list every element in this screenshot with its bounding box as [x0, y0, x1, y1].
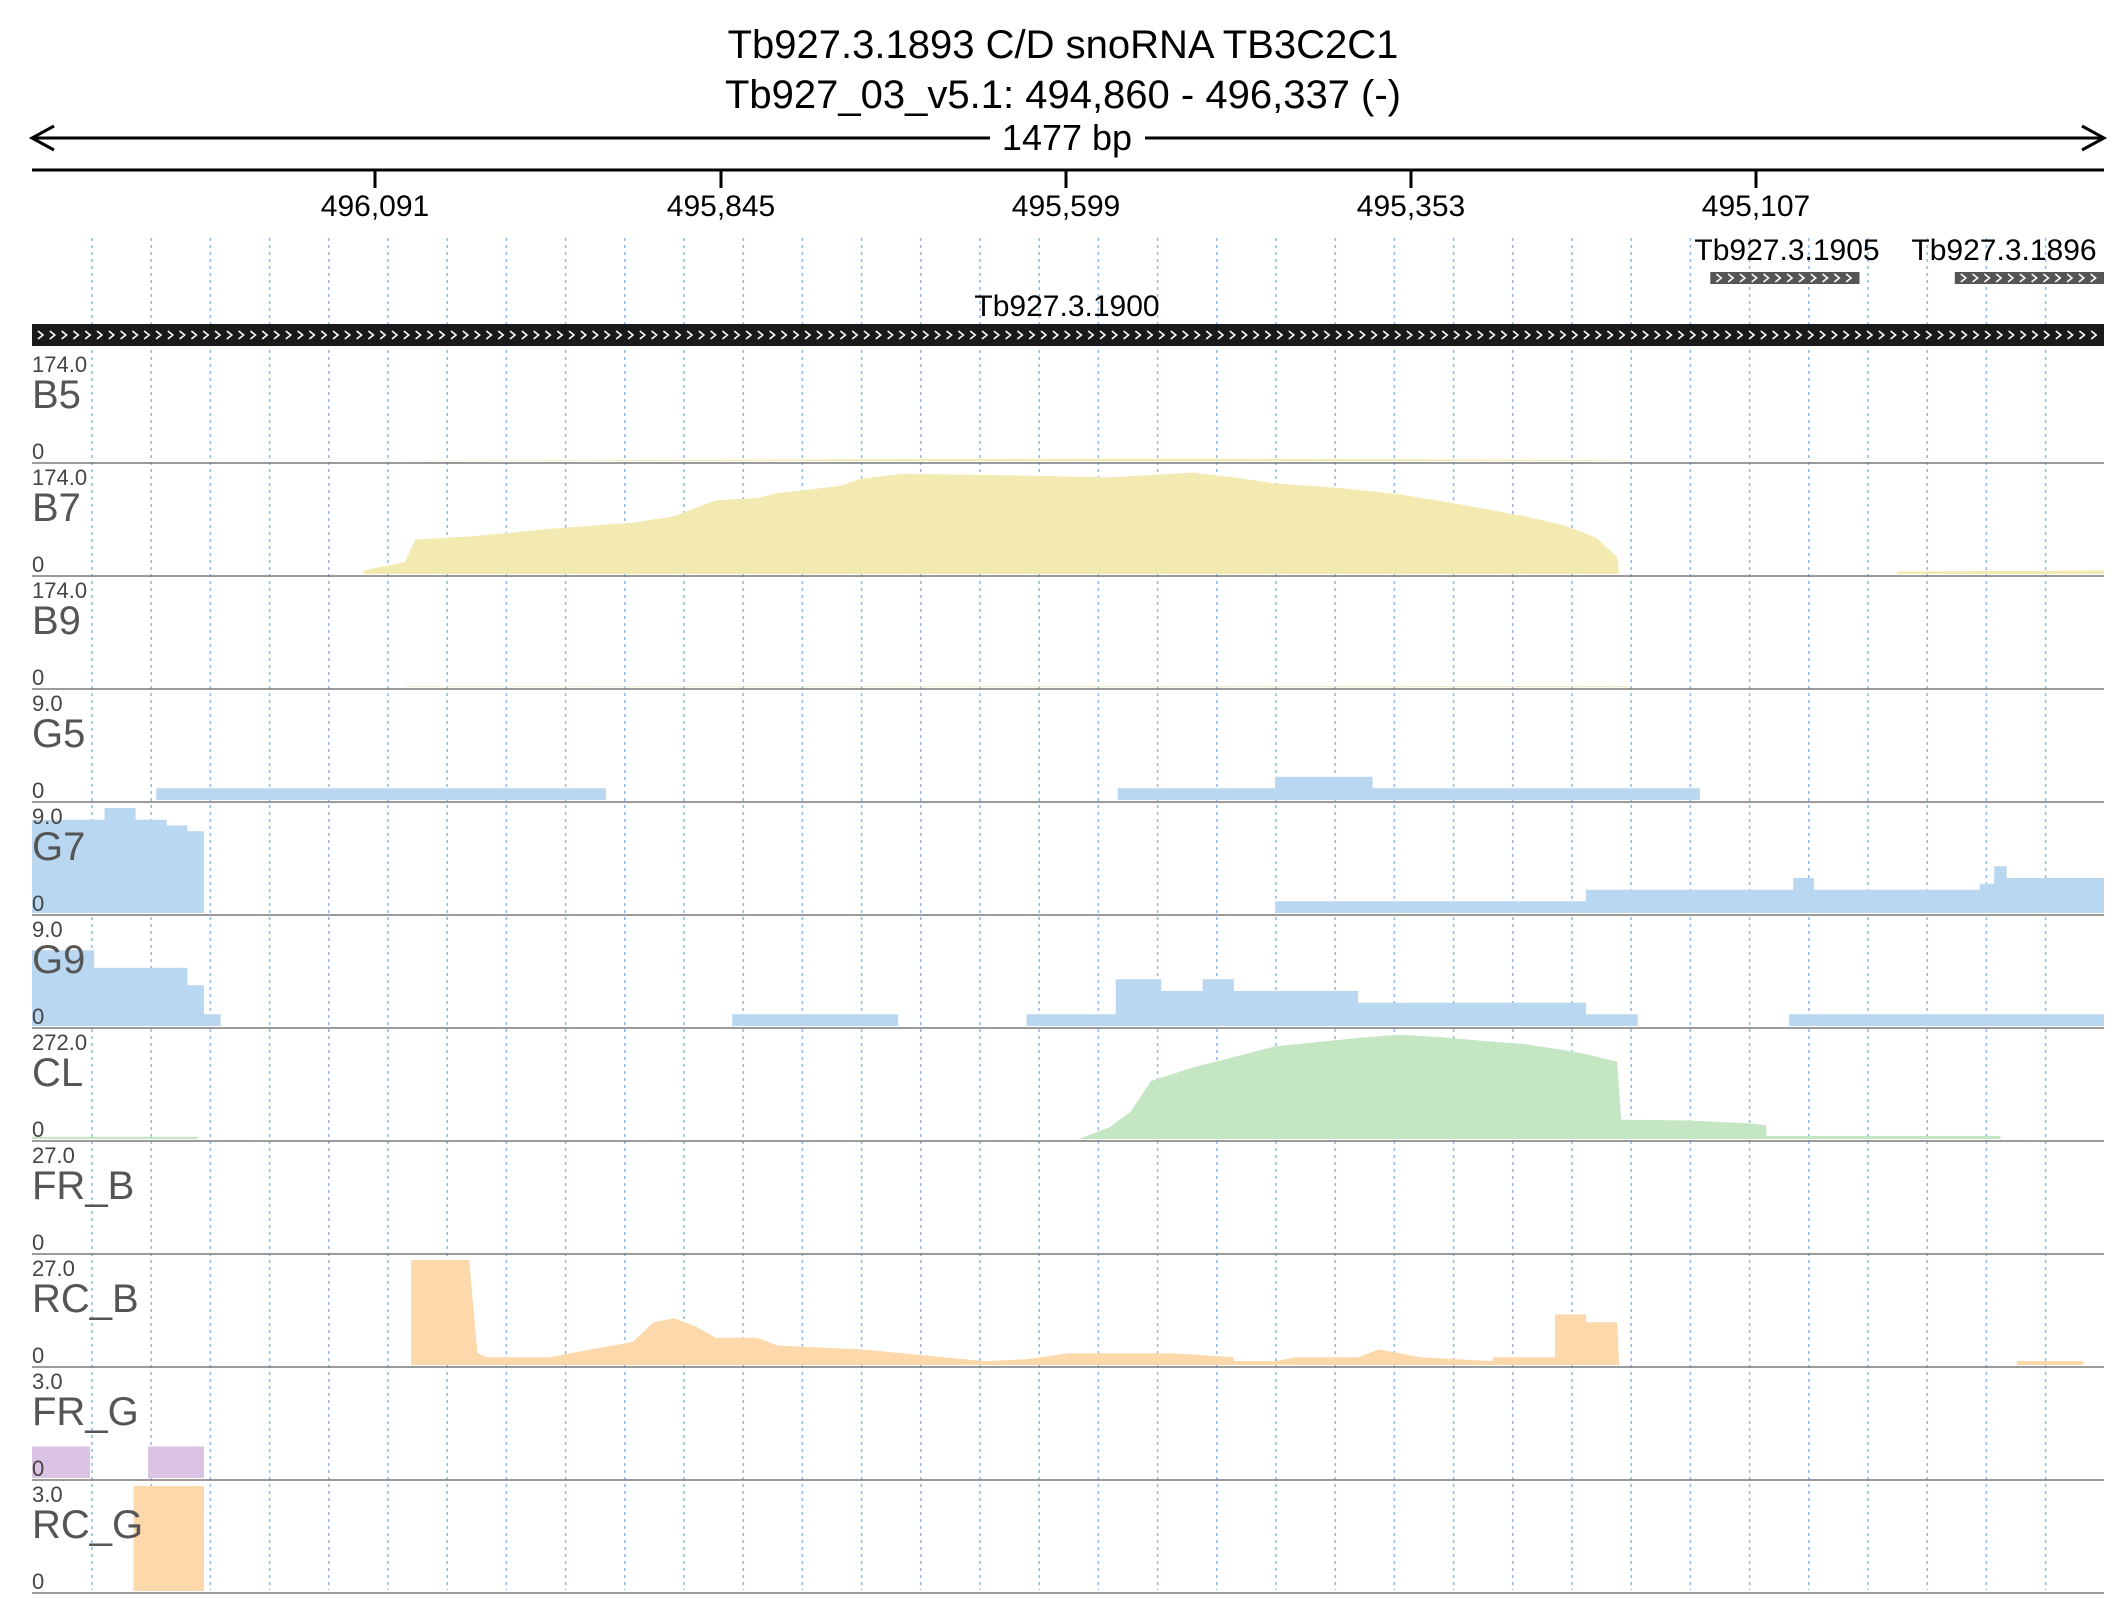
- track-g9: 9.0G9 0: [32, 917, 2104, 1029]
- track-fr-b: 27.0FR_B 0: [32, 1143, 2104, 1255]
- coverage-tracks: 174.0B50174.0B70174.0B909.0G509.0G709.0G…: [32, 352, 2104, 1594]
- gene-feature: Tb927.3.1905: [1694, 234, 1880, 284]
- coordinate-ruler: 496,091 495,845 495,599 495,353 495,107: [32, 168, 2104, 223]
- gene-feature: Tb927.3.1900: [32, 290, 2104, 346]
- track-name-label: G5: [32, 712, 85, 756]
- track-max-label: 174.0: [32, 465, 87, 490]
- track-max-label: 9.0: [32, 691, 63, 716]
- track-rc-b: 27.0RC_B 0: [32, 1256, 2104, 1368]
- gene-label: Tb927.3.1900: [974, 290, 1159, 323]
- span-arrow-left-icon: [28, 124, 55, 152]
- gene-label: Tb927.3.1896: [1911, 234, 2096, 267]
- track-min-label: 0: [32, 552, 44, 577]
- track-min-label: 0: [32, 1117, 44, 1142]
- track-name-label: B9: [32, 599, 81, 643]
- coverage-area: [156, 776, 1700, 800]
- coverage-area: [133, 1486, 204, 1591]
- track-max-label: 9.0: [32, 804, 63, 829]
- track-min-label: 0: [32, 1004, 44, 1029]
- track-max-label: 9.0: [32, 917, 63, 942]
- locus-coordinates: Tb927_03_v5.1: 494,860 - 496,337 (-): [725, 73, 1401, 117]
- vertical-grid-lines: [91, 238, 2047, 1590]
- track-max-label: 174.0: [32, 578, 87, 603]
- ruler-tick-label: 495,353: [1357, 190, 1465, 223]
- gene-bar: [1954, 272, 2104, 284]
- track-b7: 174.0B7 0: [32, 465, 2104, 577]
- track-name-label: G7: [32, 825, 85, 869]
- coverage-area: [405, 458, 1628, 461]
- track-max-label: 174.0: [32, 352, 87, 377]
- track-name-label: B7: [32, 486, 81, 530]
- track-min-label: 0: [32, 1456, 44, 1481]
- span-indicator: 1477 bp: [28, 117, 2108, 158]
- ruler-tick-label: 495,107: [1702, 190, 1810, 223]
- gene-bar: [32, 324, 2104, 346]
- track-min-label: 0: [32, 778, 44, 803]
- coverage-area: [32, 1034, 2001, 1139]
- track-g7: 9.0G7 0: [32, 804, 2104, 916]
- track-b5: 174.0B5 0: [32, 352, 2104, 464]
- coverage-area: [405, 686, 1628, 687]
- ruler-tick-label: 495,845: [667, 190, 775, 223]
- gene-annotation-track: Tb927.3.1900 Tb927.3.1905 Tb927.3.1896: [32, 234, 2104, 346]
- strand-arrows-icon: [1715, 273, 1853, 283]
- track-name-label: FR_B: [32, 1164, 134, 1208]
- track-max-label: 27.0: [32, 1256, 75, 1281]
- span-label: 1477 bp: [1002, 117, 1132, 158]
- track-max-label: 272.0: [32, 1030, 87, 1055]
- gene-bar: [1710, 272, 1860, 284]
- ruler-tick-label: 496,091: [321, 190, 429, 223]
- track-name-label: CL: [32, 1051, 83, 1095]
- track-min-label: 0: [32, 891, 44, 916]
- track-max-label: 3.0: [32, 1482, 63, 1507]
- coverage-area: [411, 1260, 2084, 1365]
- gene-feature: Tb927.3.1896: [1911, 234, 2104, 284]
- track-name-label: B5: [32, 373, 81, 417]
- track-rc-g: 3.0RC_G 0: [32, 1482, 2104, 1594]
- track-max-label: 3.0: [32, 1369, 63, 1394]
- track-name-label: RC_G: [32, 1503, 143, 1547]
- track-b9: 174.0B9 0: [32, 578, 2104, 690]
- strand-arrows-icon: [1960, 273, 2097, 283]
- strand-arrows-icon: [37, 330, 2098, 340]
- track-min-label: 0: [32, 1343, 44, 1368]
- track-g5: 9.0G5 0: [32, 691, 2104, 803]
- ruler-tick-label: 495,599: [1012, 190, 1120, 223]
- track-min-label: 0: [32, 665, 44, 690]
- track-name-label: RC_B: [32, 1277, 139, 1321]
- coverage-area: [363, 472, 2104, 574]
- track-min-label: 0: [32, 1569, 44, 1594]
- span-arrow-right-icon: [2081, 124, 2108, 152]
- track-min-label: 0: [32, 1230, 44, 1255]
- coverage-area: [32, 950, 2104, 1026]
- coverage-area: [32, 1446, 204, 1478]
- track-cl: 272.0CL 0: [32, 1030, 2104, 1142]
- coverage-area: [32, 808, 2104, 913]
- track-name-label: G9: [32, 938, 85, 982]
- track-min-label: 0: [32, 439, 44, 464]
- track-name-label: FR_G: [32, 1390, 139, 1434]
- locus-header: Tb927.3.1893 C/D snoRNA TB3C2C1 Tb927_03…: [725, 23, 1401, 117]
- locus-title: Tb927.3.1893 C/D snoRNA TB3C2C1: [728, 23, 1399, 67]
- track-fr-g: 3.0FR_G 0: [32, 1369, 2104, 1481]
- track-max-label: 27.0: [32, 1143, 75, 1168]
- gene-label: Tb927.3.1905: [1694, 234, 1879, 267]
